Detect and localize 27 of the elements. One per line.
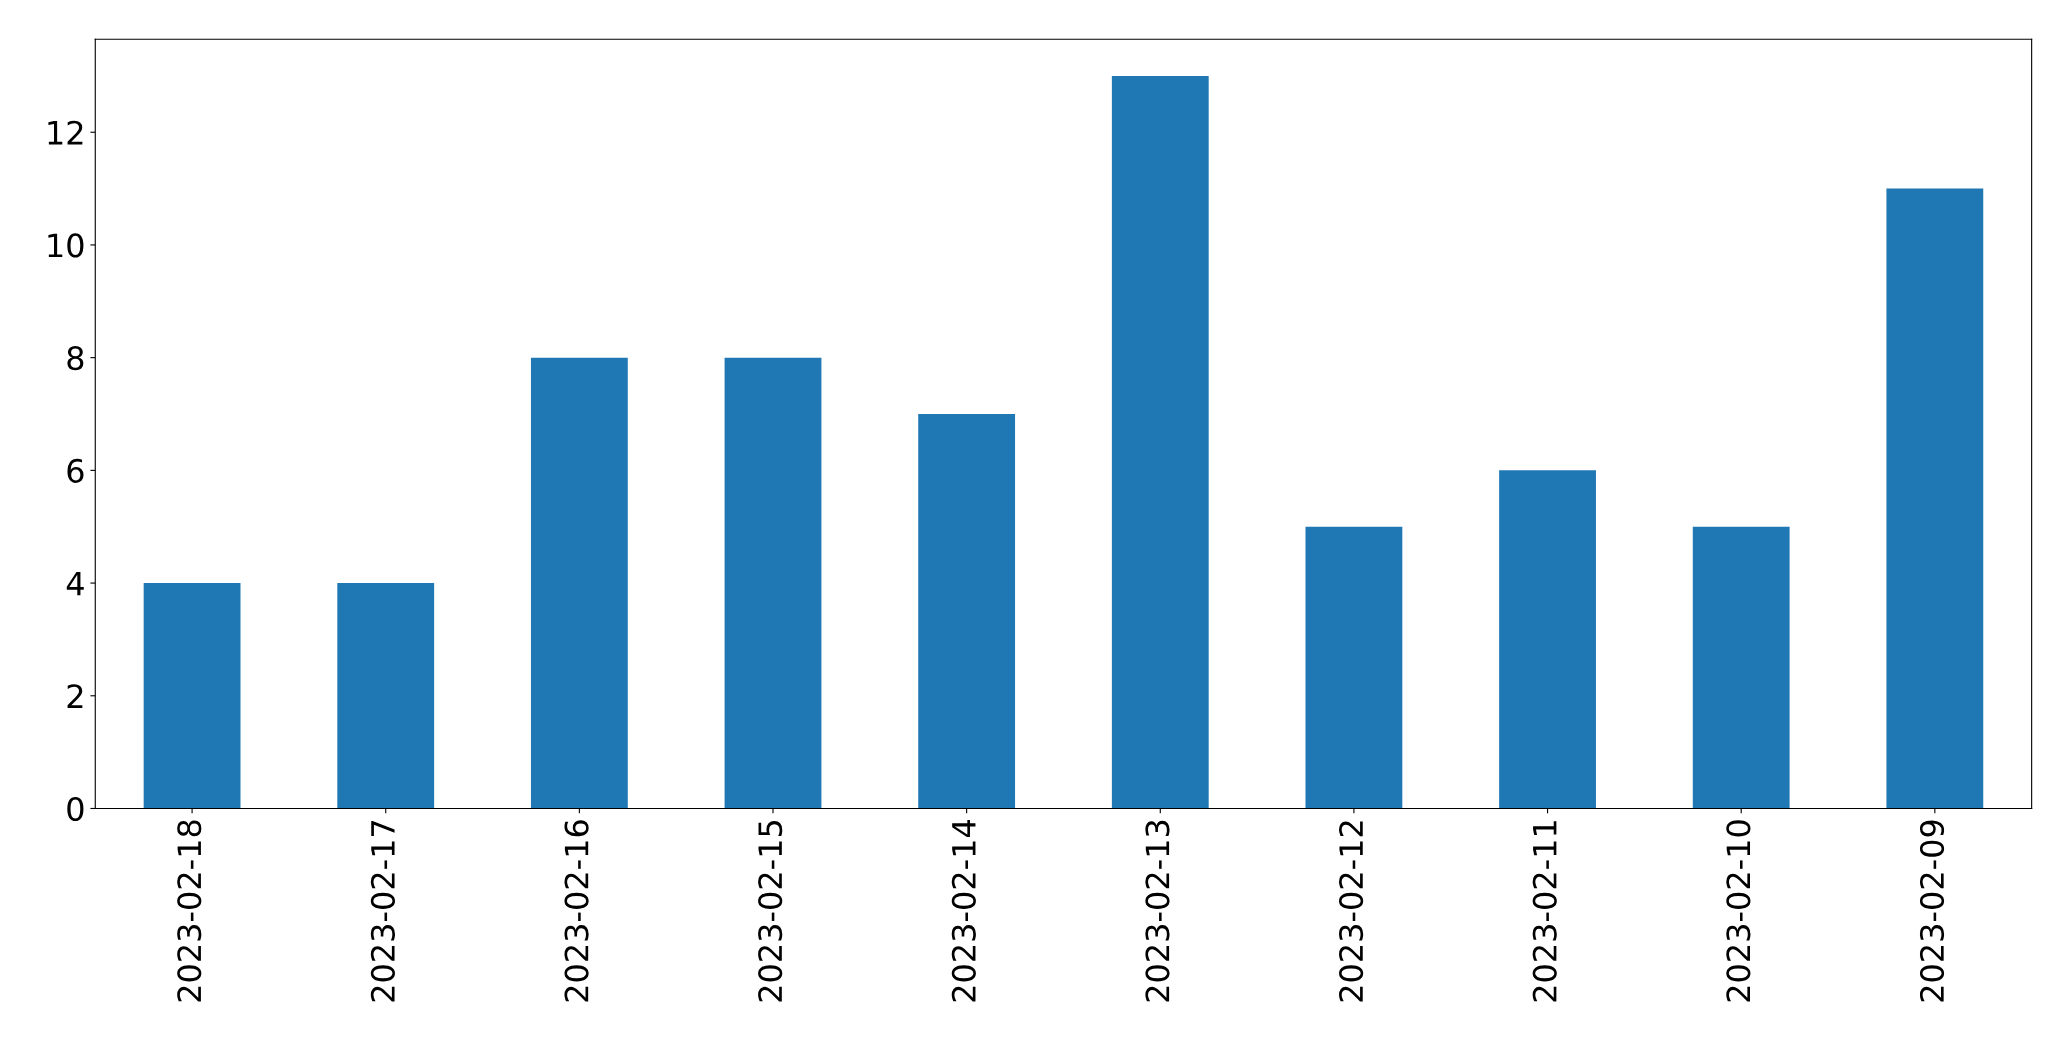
x-tick-label: 2023-02-09 xyxy=(1919,820,1945,1002)
y-tick-label: 12 xyxy=(48,120,83,145)
x-tick-label: 2023-02-13 xyxy=(1145,820,1170,1002)
bar xyxy=(1305,526,1403,809)
x-tick-label: 2023-02-18 xyxy=(177,820,202,1002)
bar xyxy=(1886,188,1984,809)
bar xyxy=(337,583,435,809)
bar xyxy=(1499,470,1596,809)
x-tick-label: 2023-02-15 xyxy=(758,820,783,1002)
y-tick-label: 8 xyxy=(67,346,84,371)
x-tick-label: 2023-02-10 xyxy=(1726,820,1751,1002)
y-tick-label: 6 xyxy=(67,458,84,483)
y-tick-label: 4 xyxy=(66,571,84,596)
x-tick-label: 2023-02-16 xyxy=(564,820,589,1002)
x-tick-label: 2023-02-14 xyxy=(951,820,976,1002)
bar xyxy=(918,414,1016,809)
bar xyxy=(1111,75,1209,809)
bar xyxy=(1692,526,1790,809)
y-tick-label: 2 xyxy=(67,684,83,708)
bar xyxy=(724,357,822,809)
x-tick-label: 2023-02-11 xyxy=(1532,821,1557,1002)
y-tick-label: 0 xyxy=(67,796,84,822)
x-tick-label: 2023-02-12 xyxy=(1339,821,1364,1002)
bar xyxy=(143,583,241,809)
x-tick-label: 2023-02-17 xyxy=(370,820,395,1002)
bar xyxy=(530,357,628,809)
y-tick-label: 10 xyxy=(48,233,84,258)
